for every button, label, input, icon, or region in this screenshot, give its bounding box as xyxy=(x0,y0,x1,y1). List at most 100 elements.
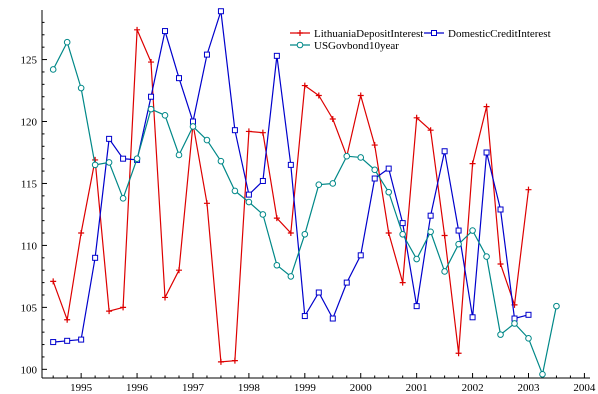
x-tick-label: 1997 xyxy=(182,382,205,394)
data-point xyxy=(190,124,196,130)
series-line xyxy=(53,11,528,342)
data-point xyxy=(204,137,210,143)
data-point xyxy=(65,338,70,343)
data-point xyxy=(526,312,531,317)
data-point xyxy=(176,267,182,273)
data-point xyxy=(526,336,532,342)
chart-legend: LithuaniaDepositInterest DomesticCreditIn… xyxy=(290,28,551,52)
data-point xyxy=(78,85,84,91)
data-point xyxy=(498,332,504,338)
data-point xyxy=(64,317,70,323)
data-point xyxy=(400,221,405,226)
data-point xyxy=(260,130,266,136)
data-point xyxy=(456,228,461,233)
data-point xyxy=(484,104,490,110)
legend-label: DomesticCreditInterest xyxy=(448,28,551,40)
chart-axes: 1995 1996 1997 1998 1999 2000 2001 2002 2003 2004… xyxy=(21,10,596,394)
data-point xyxy=(400,280,406,286)
data-point xyxy=(484,254,490,260)
data-point xyxy=(78,230,84,236)
data-point xyxy=(498,261,504,267)
data-point xyxy=(64,39,70,45)
data-point xyxy=(218,359,224,365)
data-point xyxy=(358,253,363,258)
data-point xyxy=(316,182,322,188)
y-tick-label: 105 xyxy=(21,302,38,314)
data-point xyxy=(456,241,462,247)
data-point xyxy=(50,67,56,73)
data-point xyxy=(148,59,154,65)
data-point xyxy=(246,192,251,197)
y-tick-label: 120 xyxy=(21,117,38,129)
data-point xyxy=(386,230,392,236)
y-tick-label: 125 xyxy=(21,55,38,67)
data-point xyxy=(51,340,56,345)
data-point xyxy=(92,162,98,168)
data-point xyxy=(246,128,252,134)
data-point xyxy=(442,233,448,239)
x-tick-label: 2004 xyxy=(573,382,596,394)
data-point xyxy=(134,156,140,162)
data-point xyxy=(176,152,182,158)
chart-series-layer xyxy=(50,9,559,377)
x-tick-label: 2001 xyxy=(406,382,428,394)
data-point xyxy=(316,290,321,295)
data-point xyxy=(106,160,112,166)
data-point xyxy=(428,213,433,218)
data-point xyxy=(120,196,126,202)
data-point xyxy=(470,161,476,167)
data-point xyxy=(358,155,364,161)
data-point xyxy=(134,27,140,33)
legend-marker xyxy=(297,30,303,36)
data-point xyxy=(149,94,154,99)
data-point xyxy=(260,212,266,218)
data-point xyxy=(204,52,209,57)
data-point xyxy=(232,188,238,194)
data-point xyxy=(288,274,294,280)
x-tick-label: 2002 xyxy=(462,382,484,394)
data-point xyxy=(330,116,336,122)
series-square xyxy=(51,9,531,345)
data-point xyxy=(302,314,307,319)
data-point xyxy=(106,308,112,314)
data-point xyxy=(484,150,489,155)
data-point xyxy=(232,358,238,364)
x-tick-label: 2003 xyxy=(517,382,540,394)
data-point xyxy=(442,269,448,275)
data-point xyxy=(428,229,434,235)
x-tick-label: 1995 xyxy=(70,382,93,394)
data-point xyxy=(107,136,112,141)
legend-label: USGovbond10year xyxy=(314,40,399,52)
legend-entry: LithuaniaDepositInterest xyxy=(290,28,423,40)
data-point xyxy=(218,158,224,164)
data-point xyxy=(204,200,210,206)
data-point xyxy=(330,316,335,321)
data-point xyxy=(540,371,546,377)
legend-marker xyxy=(297,42,303,48)
data-point xyxy=(400,231,406,237)
data-point xyxy=(554,303,560,309)
data-point xyxy=(386,166,391,171)
data-point xyxy=(470,315,475,320)
x-tick-label: 1999 xyxy=(294,382,317,394)
data-point xyxy=(525,187,531,193)
data-point xyxy=(79,337,84,342)
data-point xyxy=(260,178,265,183)
data-point xyxy=(344,280,349,285)
y-tick-label: 110 xyxy=(21,240,38,252)
data-point xyxy=(288,162,293,167)
x-tick-label: 1996 xyxy=(126,382,149,394)
data-point xyxy=(386,189,392,195)
y-tick-label: 100 xyxy=(21,364,38,376)
data-point xyxy=(344,153,350,159)
data-point xyxy=(120,304,126,310)
data-point xyxy=(148,106,154,112)
data-point xyxy=(470,228,476,234)
data-point xyxy=(372,142,378,148)
legend-entry: USGovbond10year xyxy=(290,40,399,52)
data-point xyxy=(274,53,279,58)
data-point xyxy=(163,29,168,34)
data-point xyxy=(121,156,126,161)
data-point xyxy=(50,278,56,284)
